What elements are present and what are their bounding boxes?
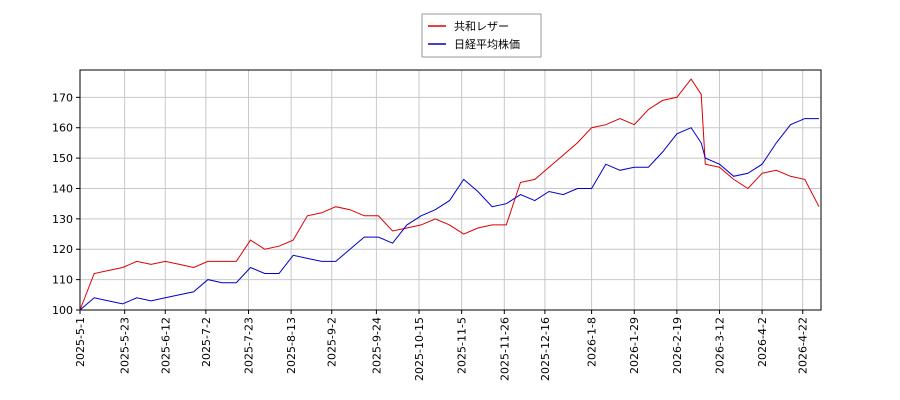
y-tick-label: 150 (52, 152, 73, 165)
x-tick-label: 2025-5-23 (119, 317, 132, 374)
y-tick-label: 170 (52, 91, 73, 104)
x-tick-label: 2025-9-2 (326, 317, 339, 367)
y-tick-label: 110 (52, 274, 73, 287)
x-tick-label: 2025-7-23 (243, 317, 256, 374)
x-tick-label: 2026-4-22 (797, 317, 810, 374)
x-tick-label: 2025-8-13 (285, 317, 298, 374)
plot-frame (79, 69, 822, 311)
y-tick-label: 140 (52, 182, 73, 195)
x-tick-label: 2025-10-15 (413, 317, 426, 381)
legend-box (421, 13, 542, 58)
x-tick-label: 2026-1-29 (628, 317, 641, 374)
series-line (79, 118, 819, 311)
x-tick-label: 2025-12-16 (539, 317, 552, 381)
x-tick-label: 2025-9-24 (370, 317, 383, 374)
x-tick-label: 2025-11-26 (498, 317, 511, 381)
x-tick-label: 2026-2-19 (671, 317, 684, 374)
x-tick-label: 2026-1-8 (586, 317, 599, 367)
x-tick-label: 2026-3-12 (713, 317, 726, 374)
y-tick-label: 160 (52, 122, 73, 135)
y-tick-label: 100 (52, 304, 73, 317)
legend-label: 日経平均株価 (454, 37, 520, 51)
y-tick-label: 130 (52, 213, 73, 226)
y-tick-label: 120 (52, 243, 73, 256)
legend-label: 共和レザー (454, 20, 509, 33)
x-tick-label: 2025-6-12 (159, 317, 172, 374)
x-tick-label: 2026-4-2 (756, 317, 769, 367)
x-tick-label: 2025-11-5 (456, 317, 469, 374)
series-line (79, 78, 820, 311)
x-tick-label: 2025-5-1 (74, 317, 87, 367)
x-tick-label: 2025-7-2 (200, 317, 213, 367)
